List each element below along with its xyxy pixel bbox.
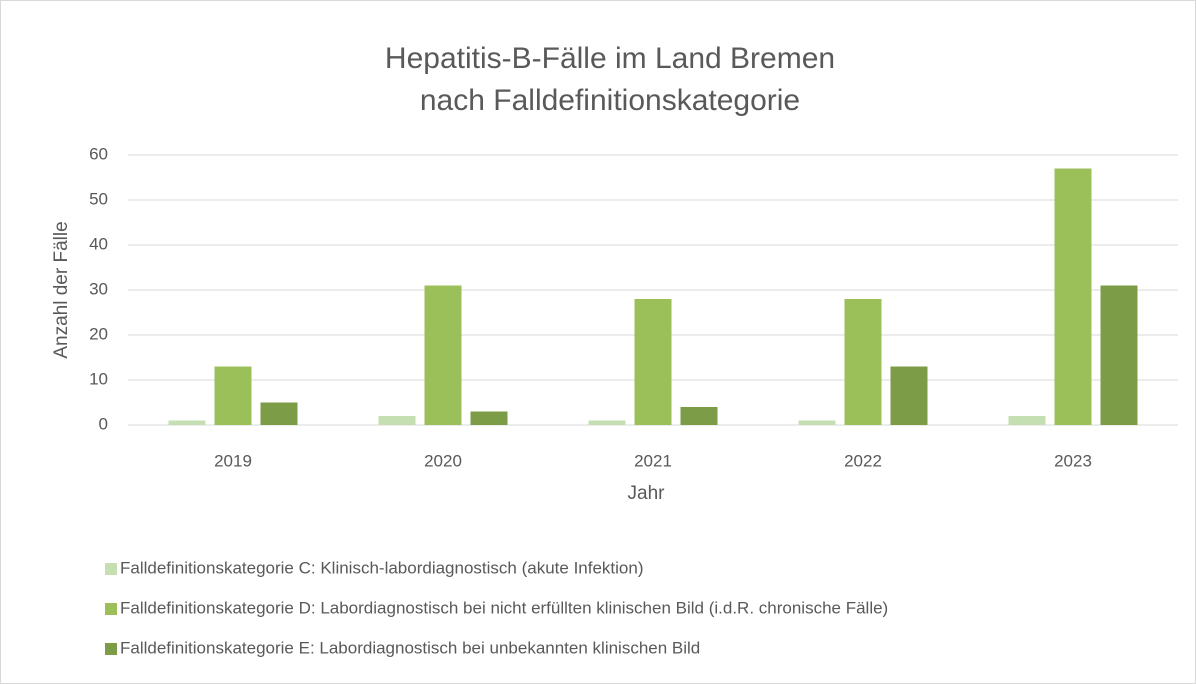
legend-swatch	[105, 603, 117, 615]
legend-label: Falldefinitionskategorie C: Klinisch-lab…	[120, 558, 644, 577]
y-tick-label: 20	[89, 324, 108, 343]
chart-title: nach Falldefinitionskategorie	[420, 84, 800, 117]
legend-label: Falldefinitionskategorie E: Labordiagnos…	[120, 638, 700, 657]
bar	[470, 411, 508, 425]
bar	[844, 299, 882, 425]
chart-title: Hepatitis-B-Fälle im Land Bremen	[385, 42, 835, 75]
bar	[1008, 416, 1046, 425]
legend-label: Falldefinitionskategorie D: Labordiagnos…	[120, 598, 888, 617]
x-tick-label: 2022	[844, 451, 882, 470]
y-tick-label: 50	[89, 189, 108, 208]
x-tick-label: 2020	[424, 451, 462, 470]
bar	[378, 416, 416, 425]
x-axis-label: Jahr	[628, 483, 666, 504]
bar	[424, 285, 462, 425]
y-tick-label: 40	[89, 234, 108, 253]
x-tick-label: 2019	[214, 451, 252, 470]
x-tick-label: 2021	[634, 451, 672, 470]
bar	[1100, 285, 1138, 425]
y-axis-label: Anzahl der Fälle	[51, 221, 72, 358]
bar	[1054, 168, 1092, 425]
bar	[680, 407, 718, 425]
y-tick-label: 60	[89, 144, 108, 163]
bar	[634, 299, 672, 425]
bar	[798, 420, 836, 425]
x-tick-label: 2023	[1054, 451, 1092, 470]
y-tick-label: 0	[99, 414, 108, 433]
legend-swatch	[105, 643, 117, 655]
y-tick-label: 30	[89, 279, 108, 298]
y-tick-label: 10	[89, 369, 108, 388]
bar	[260, 402, 298, 425]
legend-swatch	[105, 563, 117, 575]
bar	[168, 420, 206, 425]
bar	[890, 366, 928, 425]
bar	[214, 366, 252, 425]
bar	[588, 420, 626, 425]
